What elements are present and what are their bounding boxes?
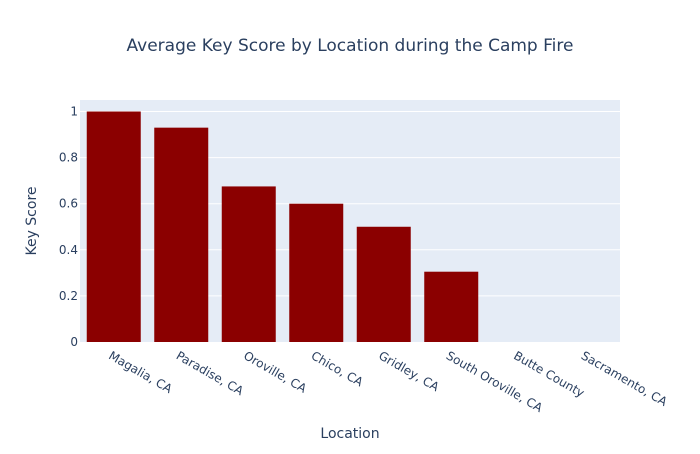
x-axis-title: Location (320, 426, 379, 442)
bars (86, 111, 479, 343)
y-tick-label: 0.6 (59, 197, 78, 211)
y-axis-title: Key Score (24, 186, 40, 255)
bar (424, 271, 479, 342)
bar (356, 226, 411, 342)
y-tick-label: 0.8 (59, 151, 78, 165)
x-tick-label: Sacramento, CA (579, 348, 671, 409)
bar (154, 127, 209, 343)
x-tick-label: Oroville, CA (241, 348, 309, 396)
y-tick-label: 0 (70, 335, 78, 349)
bar (86, 111, 141, 343)
x-tick-label: Magalia, CA (106, 348, 175, 396)
bar (221, 186, 276, 342)
x-tick-label: Chico, CA (309, 348, 366, 389)
y-tick-label: 0.2 (59, 289, 78, 303)
y-tick-label: 0.4 (59, 243, 78, 257)
bar (289, 203, 344, 342)
x-tick-label: Gridley, CA (376, 348, 442, 394)
x-tick-label: Paradise, CA (174, 348, 247, 398)
y-tick-label: 1 (70, 105, 78, 119)
y-axis-ticks: 0 0.2 0.4 0.6 0.8 1 (59, 105, 78, 349)
chart-title: Average Key Score by Location during the… (127, 36, 574, 56)
